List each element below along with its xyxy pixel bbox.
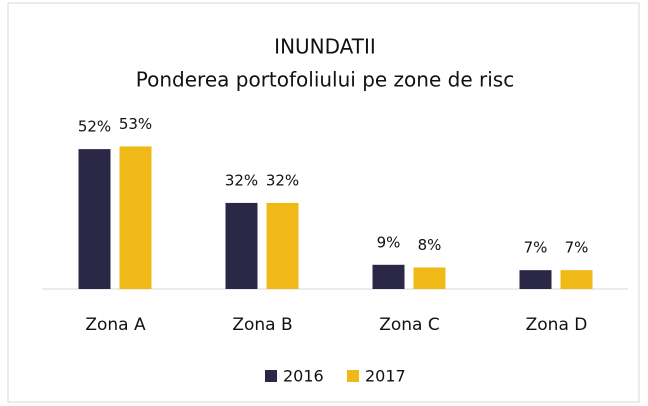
data-label: 7% [524, 239, 548, 257]
chart-frame [7, 2, 640, 403]
bar [78, 149, 111, 289]
bar [266, 202, 299, 289]
data-label: 52% [78, 118, 111, 136]
bar [519, 270, 552, 289]
bar [560, 270, 593, 289]
x-tick-label: Zona A [85, 315, 146, 335]
chart-title: INUNDATII [274, 35, 376, 59]
x-tick-label: Zona D [526, 315, 588, 335]
data-label: 8% [418, 236, 442, 254]
legend-swatch [347, 370, 359, 382]
data-label: 53% [119, 115, 152, 133]
data-label: 32% [266, 171, 299, 189]
legend-swatch [265, 370, 277, 382]
chart-subtitle: Ponderea portofoliului pe zone de risc [136, 68, 514, 92]
x-tick-label: Zona C [379, 315, 440, 335]
data-label: 7% [565, 239, 589, 257]
data-label: 32% [225, 171, 258, 189]
legend-label: 2016 [283, 367, 324, 386]
bar [119, 146, 152, 289]
bar [225, 202, 258, 289]
bar [413, 267, 446, 289]
bar [372, 264, 405, 289]
data-label: 9% [377, 233, 401, 251]
legend-label: 2017 [365, 367, 406, 386]
x-tick-label: Zona B [232, 315, 292, 335]
